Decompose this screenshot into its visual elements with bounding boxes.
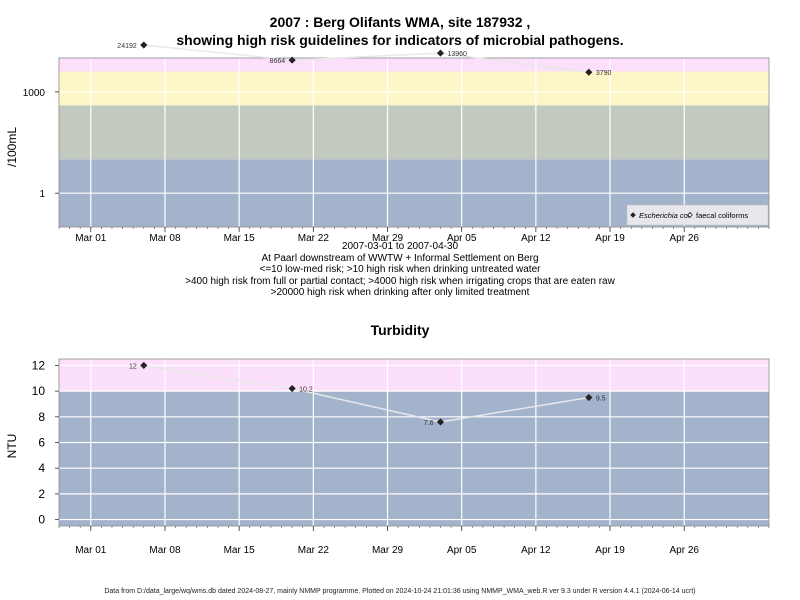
panel-1-x-tick-label-6: Apr 12 xyxy=(521,545,551,556)
panel-1-y-tick-label-2: 4 xyxy=(38,461,45,475)
panel-1-x-tick-label-8: Apr 26 xyxy=(669,545,699,556)
panel-1-y-tick-label-1: 2 xyxy=(38,487,45,501)
panel-0-data-label-2: 13960 xyxy=(447,51,467,58)
panel-1-x-tick-label-7: Apr 19 xyxy=(595,545,625,556)
panel-1-data-point-0 xyxy=(140,361,148,369)
panel-0-x-tick-label-2: Mar 15 xyxy=(224,233,256,244)
turbidity-chart-title: Turbidity xyxy=(370,322,430,338)
panel-1-y-tick-label-5: 10 xyxy=(32,384,46,398)
panel-1-data-label-0: 12 xyxy=(129,363,137,370)
panel-0-data-label-0: 24192 xyxy=(117,43,137,50)
legend-marker-0 xyxy=(630,212,636,218)
panel-1-x-tick-label-4: Mar 29 xyxy=(372,545,404,556)
panel-0-series-0-line xyxy=(143,44,589,73)
subtitle-date-range: 2007-03-01 to 2007-04-30 xyxy=(341,241,459,252)
footer-data-source: Data from D:/data_large/wq/wms.db dated … xyxy=(104,588,696,595)
subtitle-guideline-1: <=10 low-med risk; >10 high risk when dr… xyxy=(259,264,541,275)
legend-box xyxy=(626,204,769,226)
panel-0-risk-band-2 xyxy=(59,71,769,106)
panel-0-x-tick-label-3: Mar 22 xyxy=(298,233,330,244)
panel-1-data-point-2 xyxy=(436,418,445,426)
panel-1-x-tick-label-1: Mar 08 xyxy=(149,545,181,556)
panel-0-x-tick-label-5: Apr 05 xyxy=(447,233,477,244)
panel-1-y-tick-label-4: 8 xyxy=(38,410,45,424)
panel-0-risk-band-3 xyxy=(59,58,769,72)
panel-0-x-tick-label-6: Apr 12 xyxy=(521,233,551,244)
legend-marker-1 xyxy=(687,212,693,218)
panel-0-x-tick-label-4: Mar 29 xyxy=(372,233,404,244)
panel-1-y-axis-label: NTU xyxy=(5,434,19,459)
chart-title-line-1: 2007 : Berg Olifants WMA, site 187932 , xyxy=(269,14,531,30)
panel-0-frame xyxy=(58,57,770,228)
panel-1-x-tick-label-5: Apr 05 xyxy=(447,545,477,556)
panel-1-y-tick-label-3: 6 xyxy=(38,436,45,450)
panel-1-y-tick-label-0: 0 xyxy=(38,513,45,527)
panel-1-risk-band-0 xyxy=(59,391,769,526)
panel-0-y-axis-label: /100mL xyxy=(5,127,19,167)
panel-1-data-point-1 xyxy=(288,384,296,393)
panel-0-x-tick-label-7: Apr 19 xyxy=(595,233,625,244)
panel-0-data-point-3 xyxy=(585,68,593,76)
panel-1-x-tick-label-0: Mar 01 xyxy=(75,545,107,556)
subtitle-site-description: At Paarl downstream of WWTW + Informal S… xyxy=(261,253,539,264)
panel-0-y-tick-label-0: 1 xyxy=(39,189,45,200)
panel-0-data-label-3: 3790 xyxy=(596,70,612,77)
panel-1-data-label-1: 10.2 xyxy=(299,387,313,394)
panel-0-data-point-1 xyxy=(288,56,296,64)
subtitle-guideline-2: >400 high risk from full or partial cont… xyxy=(185,276,615,287)
chart-title-line-2: showing high risk guidelines for indicat… xyxy=(176,32,624,48)
legend-label-1: faecal coliforms xyxy=(696,211,748,220)
panel-1-data-label-3: 9.5 xyxy=(596,396,606,403)
panel-0-data-label-1: 8664 xyxy=(270,58,286,65)
panel-1-x-tick-label-2: Mar 15 xyxy=(224,545,256,556)
subtitle-guideline-3: >20000 high risk when drinking after onl… xyxy=(270,287,530,298)
legend-label-0: Escherichia coli xyxy=(639,211,691,220)
panel-0-x-tick-label-1: Mar 08 xyxy=(149,233,181,244)
panel-0-y-tick-label-1: 1000 xyxy=(23,88,46,99)
panel-1-series-0-line xyxy=(143,364,589,423)
panel-1-y-tick-label-6: 12 xyxy=(32,358,46,372)
panel-0-data-point-2 xyxy=(436,49,445,57)
panel-1-x-tick-label-3: Mar 22 xyxy=(298,545,330,556)
panel-0-risk-band-1 xyxy=(59,105,769,160)
panel-0-data-point-0 xyxy=(140,41,148,49)
panel-0-x-tick-label-0: Mar 01 xyxy=(75,233,107,244)
panel-1-risk-band-1 xyxy=(59,359,769,392)
panel-1-data-point-3 xyxy=(585,393,593,402)
panel-0-x-tick-label-8: Apr 26 xyxy=(669,233,699,244)
panel-1-data-label-2: 7.6 xyxy=(424,420,434,427)
